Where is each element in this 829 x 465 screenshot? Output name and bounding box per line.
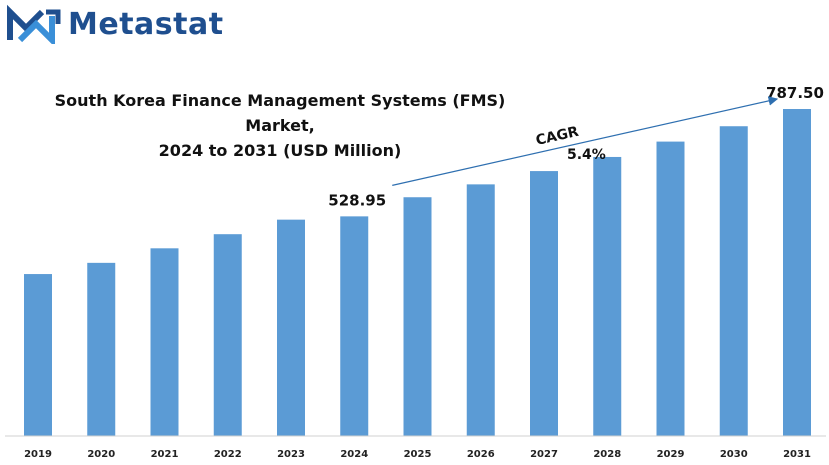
- bar-2030: [719, 126, 748, 436]
- x-tick-label: 2025: [404, 449, 432, 460]
- x-tick-label: 2028: [593, 449, 621, 460]
- bar-2020: [87, 262, 116, 436]
- metastat-logo-icon: [7, 4, 61, 44]
- chart-title: South Korea Finance Management Systems (…: [30, 88, 530, 163]
- x-tick-label: 2030: [720, 449, 748, 460]
- bar-2019: [24, 274, 52, 436]
- brand-logo: Metastat: [6, 4, 224, 44]
- bar-2029: [656, 141, 685, 436]
- bar-2028: [593, 156, 622, 436]
- x-tick-label: 2020: [87, 449, 115, 460]
- bar-2027: [530, 171, 558, 436]
- bar-2024: [340, 216, 369, 436]
- chart-title-line2: 2024 to 2031 (USD Million): [158, 141, 402, 160]
- x-tick-label: 2021: [151, 449, 179, 460]
- bar-2022: [213, 234, 242, 436]
- bar-2023: [277, 219, 305, 436]
- x-tick-label: 2026: [467, 449, 495, 460]
- x-tick-label: 2019: [24, 449, 52, 460]
- x-tick-label: 2031: [783, 449, 811, 460]
- x-tick-label: 2022: [214, 449, 242, 460]
- data-label-2024: 528.95: [328, 191, 386, 209]
- bar-2025: [403, 197, 432, 436]
- data-label-2031: 787.50: [766, 84, 824, 102]
- x-tick-label: 2027: [530, 449, 558, 460]
- x-tick-label: 2029: [657, 449, 685, 460]
- x-tick-label: 2023: [277, 449, 305, 460]
- bar-2031: [783, 109, 811, 436]
- bar-2026: [466, 184, 495, 436]
- brand-name: Metastat: [68, 6, 224, 42]
- bar-2021: [150, 248, 179, 436]
- cagr-arrow: [392, 96, 779, 186]
- cagr-value: 5.4%: [567, 147, 606, 163]
- chart-title-line1: South Korea Finance Management Systems (…: [54, 91, 506, 135]
- x-tick-label: 2024: [340, 449, 368, 460]
